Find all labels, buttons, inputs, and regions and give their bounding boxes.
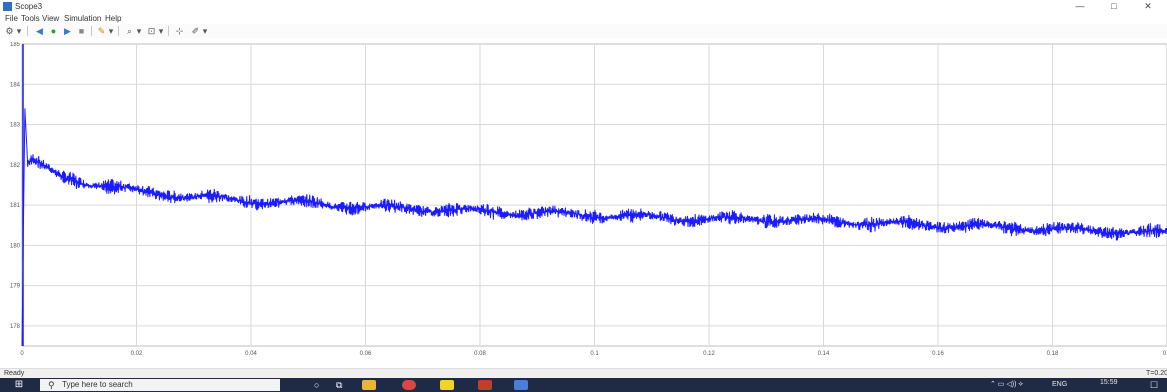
- chrome-icon[interactable]: [402, 380, 416, 390]
- search-icon: ⚲: [48, 380, 55, 390]
- menu-help[interactable]: Help: [105, 14, 122, 23]
- x-tick-label: 0.02: [131, 351, 143, 357]
- x-tick-label: 0: [20, 351, 24, 357]
- zoom-icon[interactable]: ⌕: [126, 26, 133, 36]
- chevron-down-icon[interactable]: ▾: [158, 26, 164, 36]
- toolbar-separator: [168, 26, 169, 36]
- run-icon[interactable]: ●: [50, 26, 57, 36]
- x-tick-label: 0.14: [818, 351, 830, 357]
- chevron-down-icon[interactable]: ▾: [16, 26, 22, 36]
- style-icon[interactable]: ✐: [191, 26, 200, 36]
- y-tick-label: 182: [10, 163, 21, 169]
- matlab-icon[interactable]: [478, 380, 492, 390]
- cursor-measure-icon[interactable]: ⊹: [175, 26, 184, 36]
- toolbar: ⚙ ▾ ◀ ● ▶ ■ ✎ ▾ ⌕ ▾ ⊡ ▾ ⊹ ✐ ▾: [0, 24, 1167, 39]
- x-tick-label: 0.16: [932, 351, 944, 357]
- signal-trace: [21, 108, 1167, 347]
- window-title: Scope3: [15, 2, 43, 11]
- chevron-down-icon[interactable]: ▾: [202, 26, 208, 36]
- x-tick-label: 0.06: [360, 351, 372, 357]
- taskbar-search[interactable]: ⚲ Type here to search: [40, 379, 280, 391]
- y-tick-label: 178: [10, 324, 21, 330]
- chevron-down-icon[interactable]: ▾: [136, 26, 142, 36]
- settings-icon[interactable]: ⚙: [5, 26, 14, 36]
- close-button[interactable]: ✕: [1144, 1, 1152, 11]
- search-placeholder: Type here to search: [62, 380, 133, 389]
- toolbar-separator: [27, 26, 28, 36]
- sim-time: T=0.20: [1146, 370, 1167, 377]
- app-icon[interactable]: [440, 380, 454, 390]
- menu-tools[interactable]: Tools: [21, 14, 40, 23]
- file-explorer-icon[interactable]: [362, 380, 376, 390]
- windows-start-icon[interactable]: ⊞: [14, 379, 24, 390]
- scope-app-icon: [3, 2, 12, 11]
- minimize-button[interactable]: —: [1075, 1, 1085, 11]
- maximize-button[interactable]: □: [1111, 1, 1117, 11]
- task-view-icon[interactable]: ⧉: [336, 380, 343, 390]
- title-bar: Scope3 — □ ✕: [0, 0, 1167, 13]
- menu-bar: File Tools View Simulation Help: [0, 13, 1167, 24]
- toolbar-separator: [91, 26, 92, 36]
- x-tick-label: 0.12: [703, 351, 715, 357]
- y-tick-label: 181: [10, 203, 21, 209]
- x-tick-label: 0.04: [245, 351, 257, 357]
- step-back-icon[interactable]: ◀: [36, 26, 43, 36]
- step-forward-icon[interactable]: ▶: [64, 26, 71, 36]
- y-tick-label: 183: [10, 123, 21, 129]
- menu-view[interactable]: View: [42, 14, 60, 23]
- cortana-icon[interactable]: ○: [314, 380, 320, 390]
- chevron-down-icon[interactable]: ▾: [108, 26, 114, 36]
- y-tick-label: 180: [10, 243, 21, 249]
- status-text: Ready: [4, 370, 25, 377]
- x-tick-label: 0.1: [590, 351, 599, 357]
- windows-taskbar: ⊞ ⚲ Type here to search ○ ⧉ ⌃ ▭ ◁)) ⟡ EN…: [0, 378, 1167, 392]
- toolbar-separator: [118, 26, 119, 36]
- tray-icons[interactable]: ⌃ ▭ ◁)) ⟡: [990, 381, 1023, 388]
- menu-simulation[interactable]: Simulation: [64, 14, 102, 23]
- x-tick-label: 0.08: [474, 351, 486, 357]
- stop-icon[interactable]: ■: [78, 26, 85, 36]
- x-tick-label: 0.2: [1163, 351, 1167, 357]
- notifications-icon[interactable]: ☐: [1150, 380, 1159, 390]
- status-bar: Ready T=0.20: [0, 368, 1167, 378]
- simulink-icon[interactable]: [514, 380, 528, 390]
- y-tick-label: 179: [10, 284, 21, 290]
- clock[interactable]: 15:59: [1100, 379, 1118, 386]
- scope-plot-area: 0 0.02 0.04 0.06 0.08 0.1 0.12 0.14 0.16 0.18 0.2 1…: [0, 38, 1167, 368]
- menu-file[interactable]: File: [5, 14, 18, 23]
- language-indicator[interactable]: ENG: [1052, 381, 1068, 388]
- y-tick-label: 184: [10, 82, 21, 88]
- highlight-icon[interactable]: ✎: [97, 26, 106, 36]
- scope-chart[interactable]: 0 0.02 0.04 0.06 0.08 0.1 0.12 0.14 0.16 0.18 0.2 1…: [8, 42, 1167, 358]
- y-tick-label: 185: [10, 42, 21, 48]
- fit-icon[interactable]: ⊡: [147, 26, 156, 36]
- x-tick-label: 0.18: [1047, 351, 1059, 357]
